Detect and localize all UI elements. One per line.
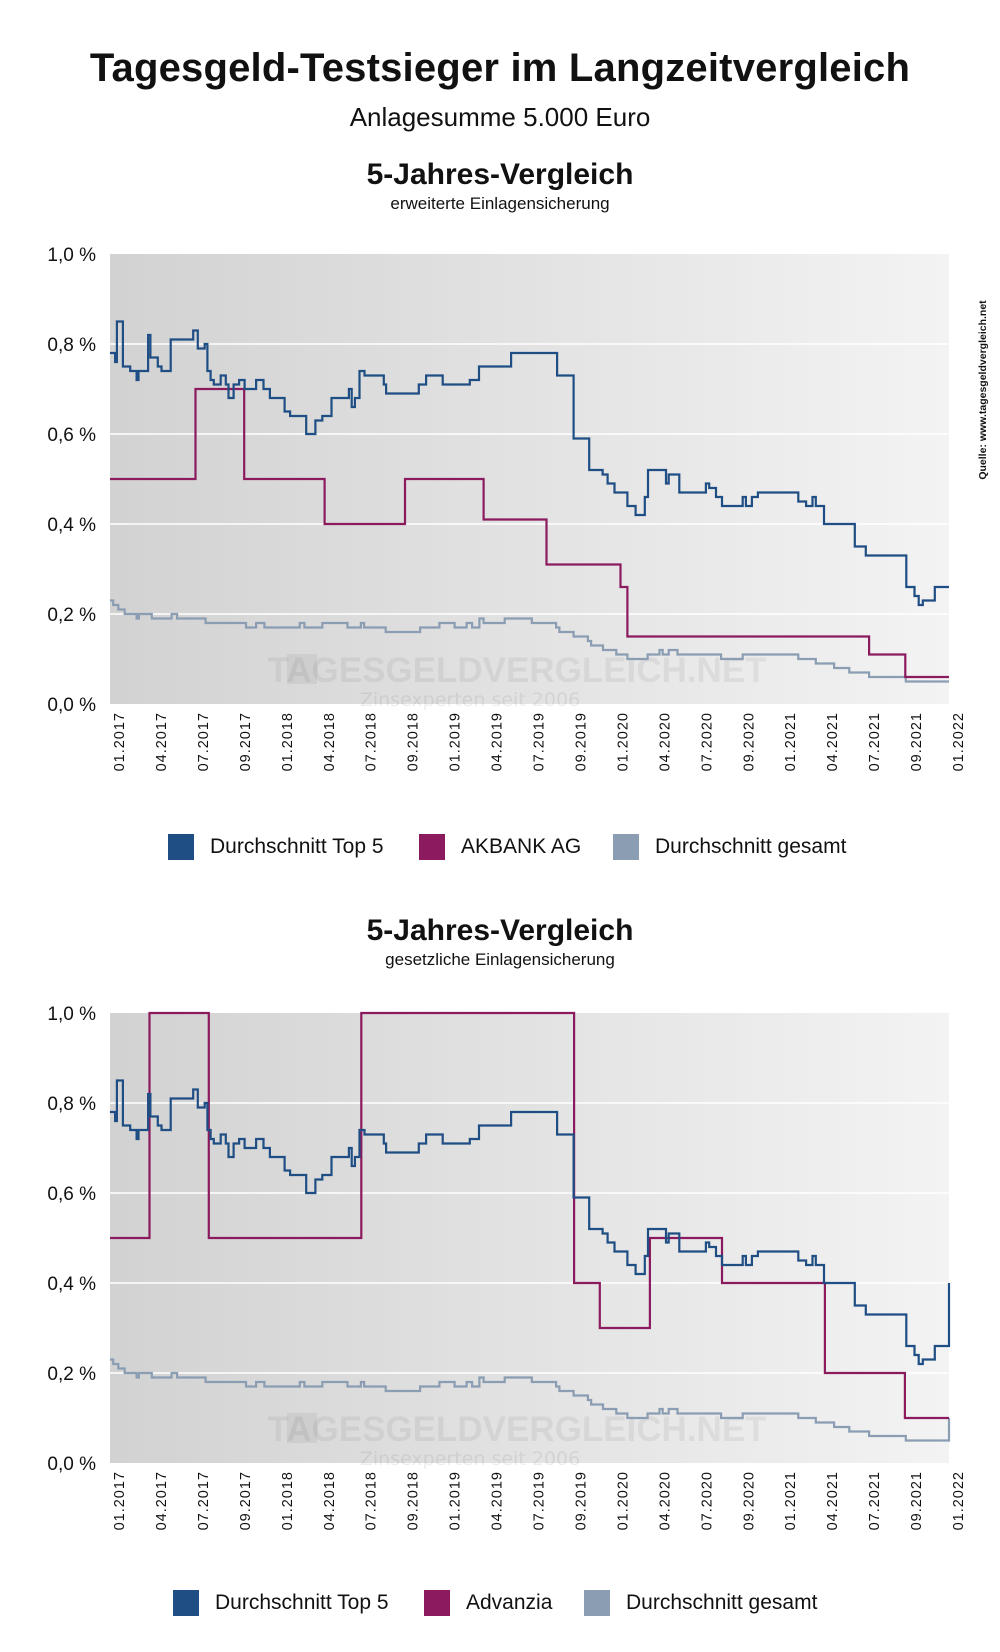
legend-item: Durchschnitt Top 5 [168,834,384,860]
x-tick-label: 01.2017 [112,1471,128,1530]
x-tick-label: 01.2019 [448,1471,464,1530]
x-tick-label: 07.2020 [699,712,715,771]
source-note: Quelle: www.tagesgeldvergleich.net [977,300,989,480]
legend-label: AKBANK AG [461,835,582,858]
legend-swatch [424,1590,450,1616]
x-tick-label: 01.2021 [783,1471,799,1530]
x-tick-label: 07.2020 [699,1471,715,1530]
legend-item: Durchschnitt gesamt [584,1590,817,1616]
x-tick-label: 07.2018 [364,712,380,771]
x-tick-label: 09.2020 [741,1471,757,1530]
watermark-tagline: Zinsexperten seit 2006 [360,689,580,711]
page-title: Tagesgeld-Testsieger im Langzeitvergleic… [89,46,911,90]
y-tick-label: 0,4 % [47,1274,96,1295]
y-tick-label: 0,8 % [47,1094,96,1115]
chart-1: 0,0 % 0,2 % 0,4 % 0,6 % 0,8 % 1,0 % TAGESGELDV… [47,245,967,771]
chart-2-subtitle: gesetzliche Einlagensicherung [385,950,615,969]
chart-2-legend: Durchschnitt Top 5 Advanzia Durchschnitt g… [0,1590,1000,1620]
series-line-durchschnitt-gesamt [110,1358,951,1442]
x-tick-label: 09.2019 [573,712,589,771]
legend-label: Durchschnitt gesamt [655,835,847,858]
x-tick-label: 09.2021 [909,712,925,771]
x-tick-label: 01.2022 [951,1471,967,1530]
series-line-akbank-ag [110,387,949,679]
watermark-logo-icon [287,1413,317,1443]
legend-label: Advanzia [466,1591,553,1614]
x-tick-label: 04.2020 [657,1471,673,1530]
series-line-durchschnitt-top-5 [110,320,949,607]
x-tick-label: 01.2020 [615,712,631,771]
x-tick-label: 04.2017 [154,1471,170,1530]
watermark-tagline: Zinsexperten seit 2006 [360,1448,580,1470]
x-tick-label: 04.2019 [490,1471,506,1530]
x-tick-label: 04.2019 [490,712,506,771]
legend-label: Durchschnitt Top 5 [215,1591,389,1614]
x-tick-label: 04.2021 [825,712,841,771]
legend-item: Durchschnitt Top 5 [173,1590,389,1616]
x-tick-label: 07.2017 [196,712,212,771]
y-tick-label: 0,8 % [47,335,96,356]
x-tick-label: 09.2017 [238,1471,254,1530]
watermark-logo-text: TAGESGELDVERGLEICH.NET [267,1410,766,1449]
x-tick-label: 04.2020 [657,712,673,771]
watermark-logo-icon [287,654,317,684]
chart-1-legend: Durchschnitt Top 5 AKBANK AG Durchschnitt … [0,834,1000,864]
x-tick-label: 04.2017 [154,712,170,771]
y-tick-label: 0,4 % [47,515,96,536]
y-tick-label: 0,2 % [47,1364,96,1385]
y-tick-label: 1,0 % [47,245,96,266]
x-tick-label: 09.2021 [909,1471,925,1530]
legend-swatch [168,834,194,860]
x-tick-label: 01.2021 [783,712,799,771]
legend-item: AKBANK AG [419,834,581,860]
x-tick-label: 01.2017 [112,712,128,771]
x-tick-label: 01.2020 [615,1471,631,1530]
y-tick-label: 0,2 % [47,605,96,626]
chart-1-title: 5-Jahres-Vergleich [366,158,634,191]
x-tick-label: 07.2021 [867,1471,883,1530]
x-tick-label: 09.2020 [741,712,757,771]
x-tick-label: 04.2018 [322,712,338,771]
watermark-logo-text: TAGESGELDVERGLEICH.NET [267,651,766,690]
x-tick-label: 09.2018 [406,1471,422,1530]
legend-swatch [613,834,639,860]
legend-swatch [173,1590,199,1616]
x-tick-label: 09.2019 [573,1471,589,1530]
y-tick-label: 0,0 % [47,1454,96,1475]
x-tick-label: 04.2021 [825,1471,841,1530]
legend-item: Advanzia [424,1590,552,1616]
series-line-advanzia [110,1011,949,1420]
x-tick-label: 07.2017 [196,1471,212,1530]
x-tick-label: 01.2018 [280,712,296,771]
x-tick-label: 07.2019 [532,712,548,771]
chart-2: 0,0 % 0,2 % 0,4 % 0,6 % 0,8 % 1,0 % TAGESGELDV… [47,1004,967,1530]
y-tick-label: 0,0 % [47,695,96,716]
chart-1-subtitle: erweiterte Einlagensicherung [390,194,610,213]
x-tick-label: 01.2018 [280,1471,296,1530]
legend-swatch [584,1590,610,1616]
y-tick-label: 0,6 % [47,425,96,446]
y-tick-label: 0,6 % [47,1184,96,1205]
x-tick-label: 09.2017 [238,712,254,771]
chart-2-title: 5-Jahres-Vergleich [366,914,634,947]
x-tick-label: 09.2018 [406,712,422,771]
x-tick-label: 01.2022 [951,712,967,771]
x-tick-label: 04.2018 [322,1471,338,1530]
x-tick-label: 07.2021 [867,712,883,771]
x-tick-label: 01.2019 [448,712,464,771]
x-tick-label: 07.2018 [364,1471,380,1530]
page-subtitle: Anlagesumme 5.000 Euro [349,102,651,132]
series-line-durchschnitt-gesamt [110,599,949,683]
series-line-durchschnitt-top-5 [110,1079,951,1366]
legend-label: Durchschnitt Top 5 [210,835,384,858]
legend-label: Durchschnitt gesamt [626,1591,818,1614]
legend-item: Durchschnitt gesamt [613,834,846,860]
legend-swatch [419,834,445,860]
y-tick-label: 1,0 % [47,1004,96,1025]
x-tick-label: 07.2019 [532,1471,548,1530]
